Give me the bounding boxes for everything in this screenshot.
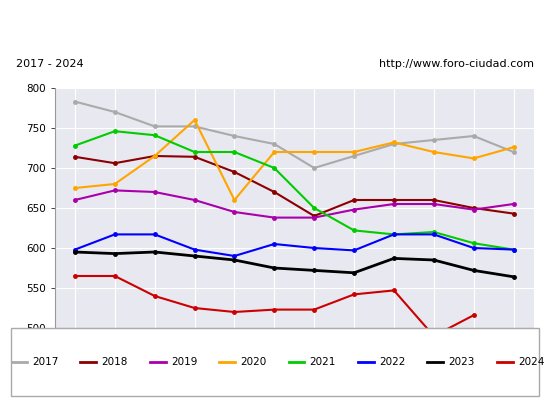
Text: 2023: 2023 (448, 357, 475, 367)
Text: 2024: 2024 (518, 357, 544, 367)
Text: 2018: 2018 (102, 357, 128, 367)
Text: 2021: 2021 (310, 357, 336, 367)
Text: 2019: 2019 (171, 357, 197, 367)
Text: Evolucion del paro registrado en Fuente Obejuna: Evolucion del paro registrado en Fuente … (87, 16, 463, 32)
Text: 2017 - 2024: 2017 - 2024 (16, 59, 84, 69)
FancyBboxPatch shape (11, 328, 539, 396)
Text: 2022: 2022 (379, 357, 405, 367)
Text: 2020: 2020 (240, 357, 267, 367)
Text: 2017: 2017 (32, 357, 58, 367)
Text: http://www.foro-ciudad.com: http://www.foro-ciudad.com (379, 59, 534, 69)
